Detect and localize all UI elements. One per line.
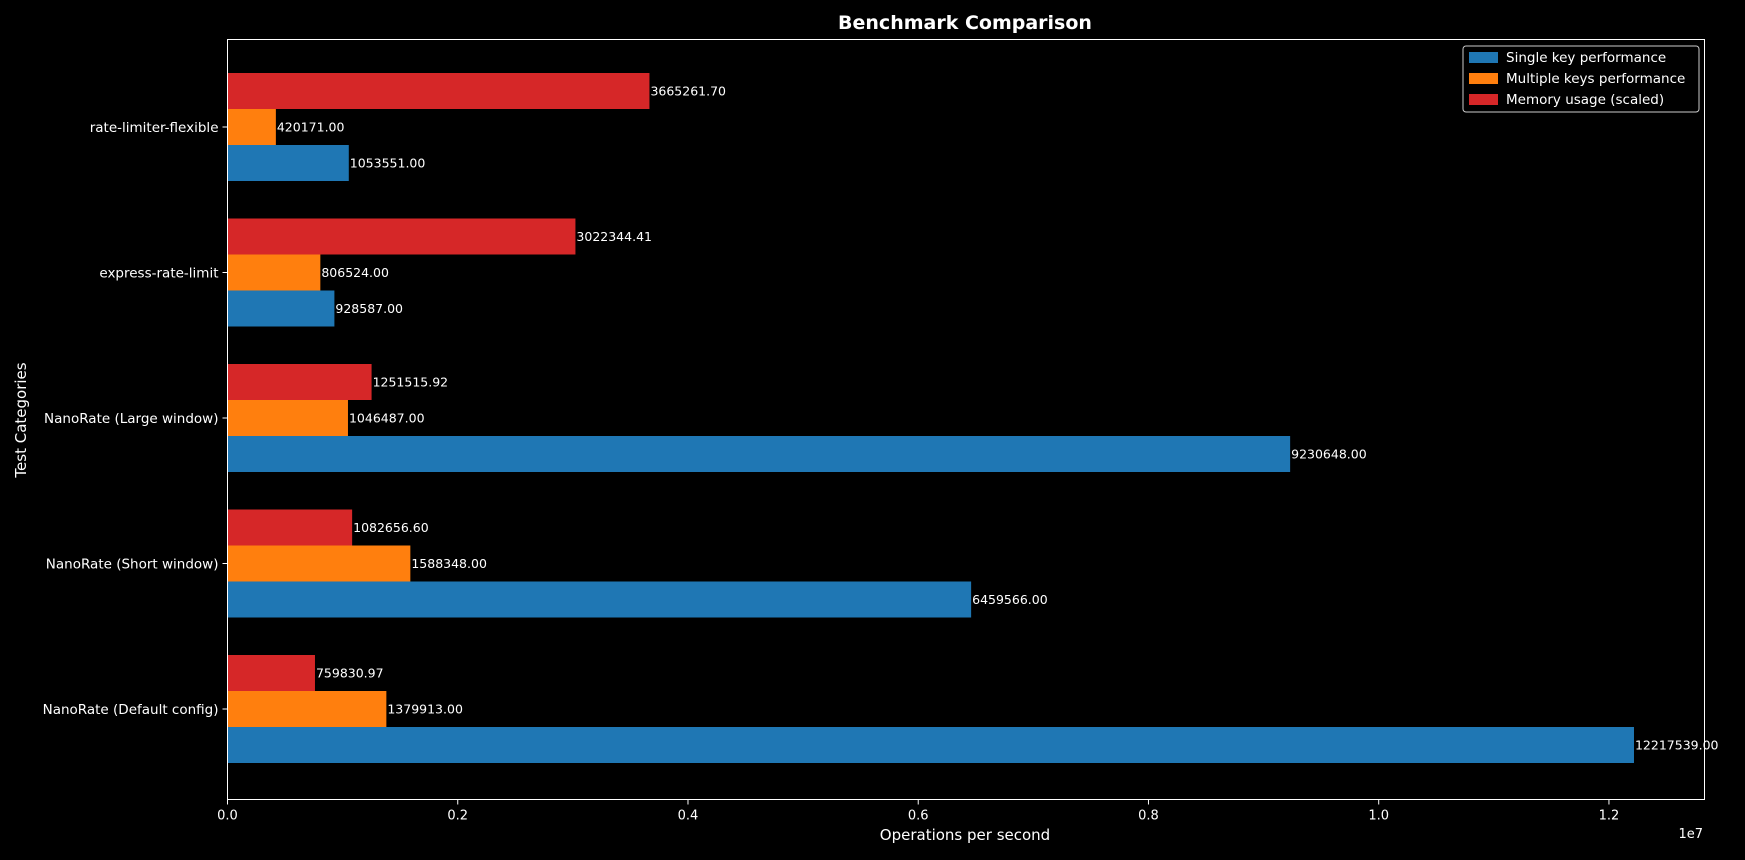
data-label: 1046487.00 bbox=[349, 411, 425, 426]
x-tick-label: 1.0 bbox=[1368, 809, 1389, 824]
bar bbox=[227, 655, 315, 691]
y-tick-label: NanoRate (Large window) bbox=[44, 411, 218, 427]
data-label: 12217539.00 bbox=[1635, 738, 1719, 753]
data-label: 9230648.00 bbox=[1291, 447, 1367, 462]
y-tick-label: express-rate-limit bbox=[99, 266, 218, 282]
x-axis: 0.0 0.2 0.4 0.6 0.8 1.0 1.2 bbox=[217, 799, 1620, 824]
legend-entry: Memory usage (scaled) bbox=[1506, 92, 1664, 108]
data-label: 6459566.00 bbox=[972, 592, 1048, 607]
axes-frame bbox=[227, 39, 1705, 800]
bar bbox=[227, 109, 276, 145]
bar bbox=[227, 290, 335, 327]
bar bbox=[227, 218, 576, 255]
bar bbox=[227, 509, 353, 546]
legend-entry: Single key performance bbox=[1506, 50, 1666, 66]
x-axis-offset-text: 1e7 bbox=[1678, 827, 1703, 842]
legend-swatch bbox=[1469, 73, 1498, 84]
x-tick-label: 0.8 bbox=[1138, 809, 1159, 824]
data-label: 1082656.60 bbox=[353, 520, 429, 535]
x-tick-label: 0.6 bbox=[908, 809, 929, 824]
bar bbox=[227, 400, 348, 436]
bar bbox=[227, 364, 372, 400]
data-label: 759830.97 bbox=[316, 666, 384, 681]
bar bbox=[227, 145, 349, 181]
y-axis: NanoRate (Default config) NanoRate (Short… bbox=[43, 120, 228, 718]
plot-area: 12217539.00 6459566.00 9230648.00 928587.00… bbox=[227, 73, 1719, 763]
bar bbox=[227, 73, 650, 109]
x-tick-label: 0.0 bbox=[217, 809, 238, 824]
bar bbox=[227, 254, 321, 291]
legend-entry: Multiple keys performance bbox=[1506, 71, 1685, 87]
bar bbox=[227, 727, 1634, 763]
y-tick-label: rate-limiter-flexible bbox=[90, 120, 219, 136]
data-label: 420171.00 bbox=[277, 120, 345, 135]
y-tick-label: NanoRate (Short window) bbox=[46, 557, 219, 573]
bar bbox=[227, 691, 387, 727]
data-label: 3022344.41 bbox=[576, 229, 652, 244]
legend-swatch bbox=[1469, 52, 1498, 63]
bar bbox=[227, 581, 972, 618]
data-label: 3665261.70 bbox=[650, 84, 726, 99]
y-axis-label: Test Categories bbox=[12, 362, 30, 478]
legend-swatch bbox=[1469, 94, 1498, 105]
x-axis-label: Operations per second bbox=[880, 826, 1050, 844]
legend-box bbox=[1462, 45, 1700, 113]
data-label: 1053551.00 bbox=[350, 156, 426, 171]
x-tick-label: 0.2 bbox=[447, 809, 468, 824]
y-tick-label: NanoRate (Default config) bbox=[43, 702, 219, 718]
data-label: 806524.00 bbox=[321, 265, 389, 280]
bar bbox=[227, 436, 1291, 472]
x-tick-label: 1.2 bbox=[1599, 809, 1620, 824]
data-label: 928587.00 bbox=[335, 301, 403, 316]
data-label: 1251515.92 bbox=[373, 375, 449, 390]
legend: Single key performance Multiple keys perf… bbox=[1462, 45, 1700, 113]
x-tick-label: 0.4 bbox=[678, 809, 699, 824]
data-label: 1379913.00 bbox=[387, 702, 463, 717]
bar bbox=[227, 545, 411, 582]
data-label: 1588348.00 bbox=[411, 556, 487, 571]
chart-title: Benchmark Comparison bbox=[838, 12, 1092, 34]
